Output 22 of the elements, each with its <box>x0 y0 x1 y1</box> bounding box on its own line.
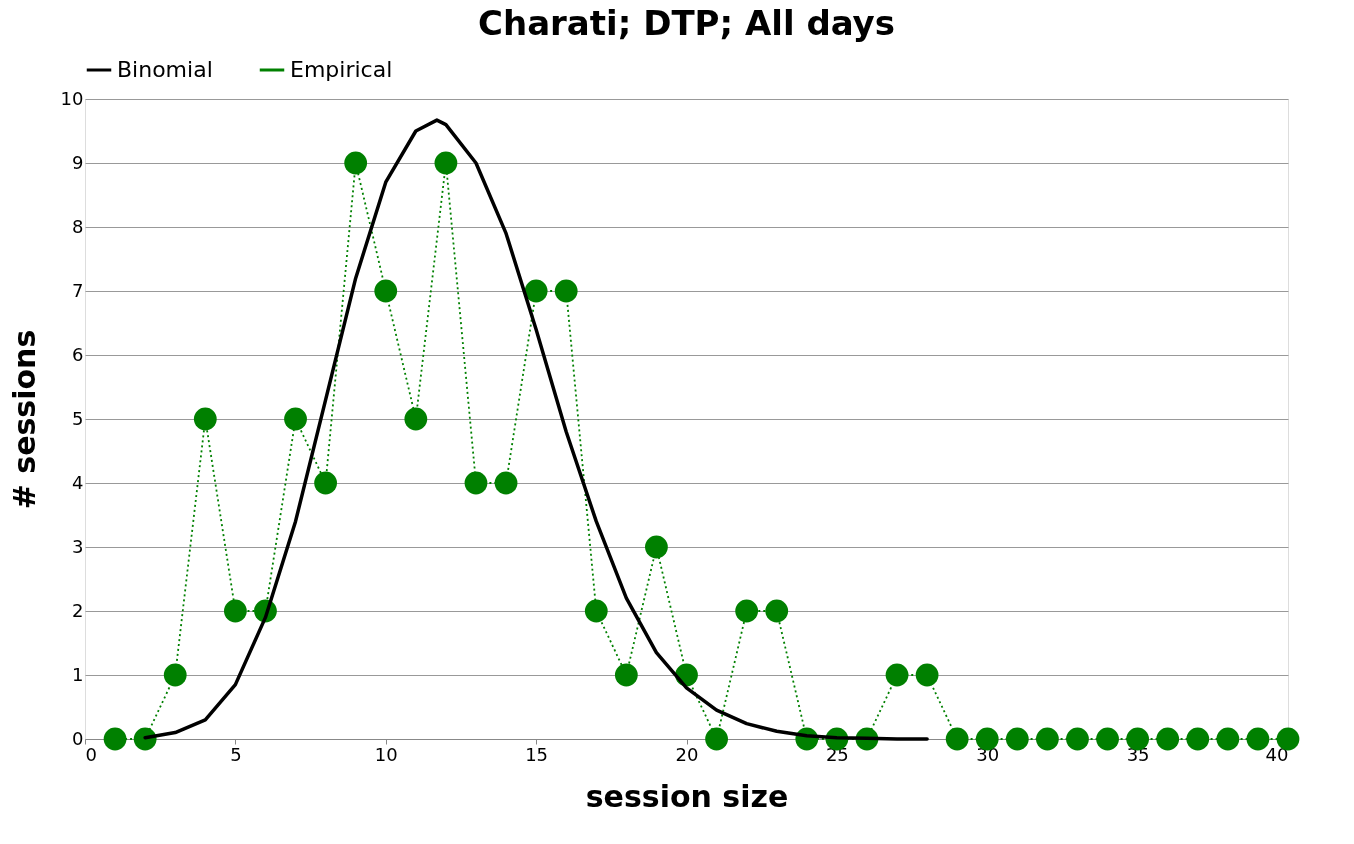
x-tick-label: 30 <box>976 743 1000 765</box>
chart-title: Charati; DTP; All days <box>477 3 896 43</box>
y-tick-label: 4 <box>72 471 84 493</box>
legend-label: Binomial <box>117 57 213 82</box>
y-tick-label: 10 <box>60 87 84 109</box>
y-tick-label: 0 <box>72 727 84 749</box>
x-tick-label: 40 <box>1265 743 1289 765</box>
y-tick-label: 1 <box>72 663 84 685</box>
x-tick-label: 10 <box>374 743 398 765</box>
y-tick-label: 9 <box>72 151 84 173</box>
y-tick-label: 6 <box>72 343 84 365</box>
x-axis-title: session size <box>585 778 789 814</box>
y-axis-title: # sessions <box>6 329 42 510</box>
y-tick-label: 2 <box>72 599 84 621</box>
y-tick-label: 5 <box>72 407 84 429</box>
x-tick-label: 20 <box>675 743 699 765</box>
x-tick-label: 15 <box>525 743 549 765</box>
legend-label: Empirical <box>290 57 393 82</box>
x-tick-label: 5 <box>230 743 242 765</box>
y-tick-label: 8 <box>72 215 84 237</box>
y-tick-label: 7 <box>72 279 84 301</box>
y-tick-label: 3 <box>72 535 84 557</box>
